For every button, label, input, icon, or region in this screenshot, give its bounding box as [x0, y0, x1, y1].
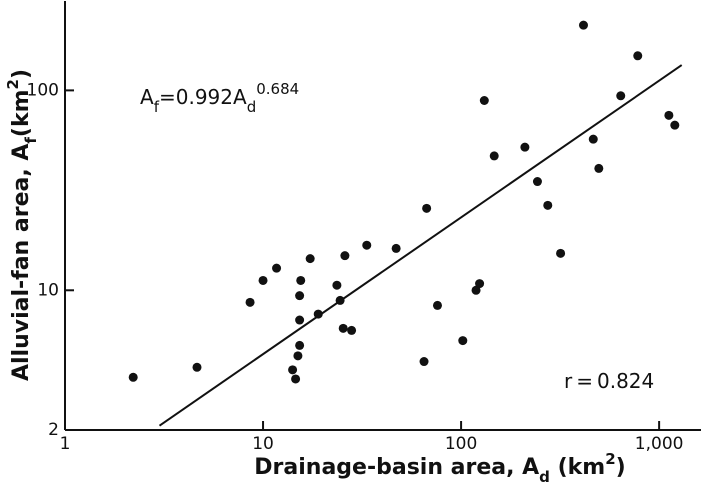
y-tick-label: 100: [27, 80, 59, 100]
data-point: [295, 340, 305, 350]
label-part: d: [539, 468, 550, 485]
equation-part: A: [140, 85, 154, 109]
equation-part: A: [233, 85, 247, 109]
data-point: [556, 248, 566, 258]
r-part: 0.824: [597, 369, 654, 393]
x-axis-label: Drainage-basin area, Ad (km2): [254, 450, 625, 485]
r-part: r: [564, 369, 573, 393]
data-point: [293, 351, 303, 361]
label-part: 2: [4, 79, 22, 89]
data-point: [543, 200, 553, 210]
data-point: [532, 177, 542, 187]
data-point: [670, 120, 680, 130]
data-point: [616, 91, 626, 101]
data-point: [471, 285, 481, 295]
label-part: Drainage-basin area, A: [254, 455, 539, 480]
data-point: [664, 110, 674, 120]
data-point: [594, 163, 604, 173]
equation-part: d: [247, 98, 257, 116]
x-tick-label: 10: [252, 434, 274, 454]
equation-part: f: [154, 98, 160, 116]
data-point: [422, 203, 432, 213]
data-point: [489, 151, 499, 161]
label-part: 2: [605, 450, 615, 468]
data-point: [291, 374, 301, 384]
equation-part: 0.684: [256, 80, 299, 98]
label-part: ): [9, 69, 34, 79]
data-point: [475, 279, 485, 289]
data-point: [520, 142, 530, 152]
fit-line: [158, 64, 683, 427]
data-point: [335, 295, 345, 305]
label-part: (km: [550, 455, 605, 480]
data-point: [362, 240, 372, 250]
x-tick-label: 1,000: [635, 434, 684, 454]
y-tick-label: 10: [37, 280, 59, 300]
equation-part: =: [159, 85, 176, 109]
data-point: [479, 96, 489, 106]
x-tick-label: 1: [60, 434, 71, 454]
data-point: [347, 325, 357, 335]
equation-part: 0.992: [176, 85, 233, 109]
data-point: [295, 315, 305, 325]
data-point: [272, 263, 282, 273]
label-part: f: [22, 137, 40, 144]
data-point: [419, 357, 429, 367]
data-point: [633, 51, 643, 61]
data-point: [288, 365, 298, 375]
data-point: [432, 300, 442, 310]
data-point: [295, 291, 305, 301]
y-tick-label: 2: [48, 420, 59, 440]
data-point: [128, 372, 138, 382]
fit-equation: Af=0.992Ad0.684: [140, 80, 299, 116]
label-part: (km: [9, 89, 34, 137]
label-part: ): [616, 455, 626, 480]
data-point: [296, 275, 306, 285]
label-part: Alluvial-fan area, A: [9, 144, 34, 381]
data-point: [578, 20, 588, 30]
data-point: [313, 309, 323, 319]
data-point: [332, 280, 342, 290]
data-point: [391, 243, 401, 253]
data-point: [338, 323, 348, 333]
r-part: =: [576, 369, 593, 393]
x-tick-label: 100: [445, 434, 477, 454]
data-point: [258, 275, 268, 285]
data-point: [340, 251, 350, 261]
y-axis-label: Alluvial-fan area, Af(km2): [4, 69, 40, 381]
data-point: [305, 254, 315, 264]
data-point: [458, 336, 468, 346]
r-label: r = 0.824: [564, 369, 654, 393]
data-point: [588, 134, 598, 144]
data-point: [192, 362, 202, 372]
data-point: [245, 297, 255, 307]
